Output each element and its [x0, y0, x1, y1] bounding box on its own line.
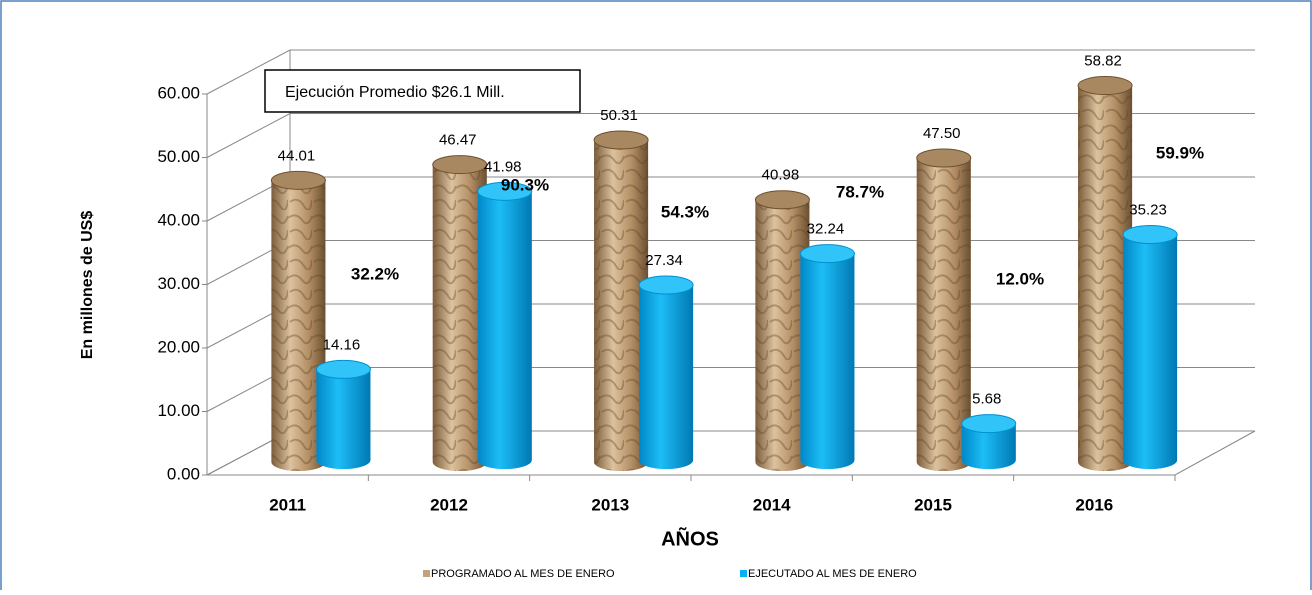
- x-tick-label: 2012: [430, 495, 468, 514]
- x-tick-label: 2015: [914, 495, 952, 514]
- ratio-label: 32.2%: [351, 264, 399, 283]
- value-label: 47.50: [923, 125, 961, 142]
- bar-texture: [594, 140, 649, 472]
- bar: [1122, 225, 1178, 469]
- x-tick-label: 2011: [269, 495, 306, 514]
- bar: [270, 170, 326, 471]
- value-label: 41.98: [484, 158, 522, 175]
- ratio-label: 90.3%: [501, 175, 549, 194]
- bar-texture: [432, 164, 487, 472]
- bar: [432, 155, 488, 472]
- bar-top: [638, 275, 694, 295]
- y-tick-label: 0.00: [167, 464, 200, 483]
- ratio-label: 54.3%: [661, 202, 709, 221]
- bar: [961, 414, 1017, 469]
- legend-label: EJECUTADO AL MES DE ENERO: [748, 568, 917, 580]
- y-tick-label: 30.00: [157, 274, 200, 293]
- legend-swatch: [423, 570, 430, 577]
- annotation: Ejecución Promedio $26.1 Mill.: [285, 84, 505, 101]
- bar-top: [754, 190, 810, 210]
- bar-top: [799, 244, 855, 264]
- bar-top: [270, 170, 326, 190]
- bar: [1077, 76, 1133, 471]
- grid-line: [206, 113, 1255, 158]
- x-tick-label: 2016: [1075, 495, 1113, 514]
- y-tick-label: 10.00: [157, 401, 200, 420]
- value-label: 35.23: [1129, 201, 1167, 218]
- y-tick-label: 60.00: [157, 83, 200, 102]
- bar-top: [315, 359, 371, 379]
- bar-top: [1077, 76, 1133, 96]
- y-axis-label: En millones de US$: [79, 211, 96, 360]
- ratio-label: 12.0%: [996, 269, 1044, 288]
- legend-swatch: [740, 570, 747, 577]
- bar-shade: [639, 285, 694, 469]
- value-label: 27.34: [645, 252, 683, 269]
- bar: [593, 130, 649, 472]
- bar-texture: [1078, 85, 1133, 471]
- legend-label: PROGRAMADO AL MES DE ENERO: [431, 568, 615, 580]
- value-label: 40.98: [762, 167, 800, 184]
- bar: [315, 359, 371, 469]
- annotation-box: [264, 69, 581, 113]
- bar: [916, 148, 972, 471]
- grid-line: [206, 49, 1255, 95]
- bar: [754, 190, 810, 471]
- value-label: 14.16: [323, 336, 361, 353]
- value-label: 58.82: [1084, 53, 1122, 70]
- bar-shade: [961, 423, 1016, 469]
- value-label: 50.31: [600, 107, 638, 124]
- y-tick-label: 40.00: [157, 210, 200, 229]
- bar-top: [432, 155, 488, 175]
- ratio-label: 59.9%: [1156, 143, 1204, 162]
- bar-shade: [477, 191, 532, 469]
- bar-top: [961, 414, 1017, 434]
- bar-texture: [916, 158, 971, 471]
- x-tick-label: 2014: [753, 495, 791, 514]
- bar-texture: [271, 180, 326, 471]
- value-label: 32.24: [807, 221, 845, 238]
- ratio-label: 78.7%: [836, 182, 884, 201]
- value-label: 44.01: [278, 147, 316, 164]
- x-tick-label: 2013: [591, 495, 629, 514]
- value-label: 5.68: [972, 391, 1001, 408]
- y-tick-label: 20.00: [157, 337, 200, 356]
- bar: [799, 244, 855, 469]
- bar-shade: [800, 253, 855, 469]
- bar: [638, 275, 694, 469]
- y-tick-label: 50.00: [157, 147, 200, 166]
- bar-top: [1122, 225, 1178, 245]
- bar-shade: [1123, 234, 1178, 469]
- bar-top: [593, 130, 649, 150]
- bar-shade: [316, 369, 371, 469]
- value-label: 46.47: [439, 132, 477, 149]
- bar: [477, 181, 533, 469]
- x-axis-label: AÑOS: [661, 527, 719, 550]
- bar-texture: [755, 199, 810, 471]
- bar-top: [477, 181, 533, 201]
- bar-top: [916, 148, 972, 168]
